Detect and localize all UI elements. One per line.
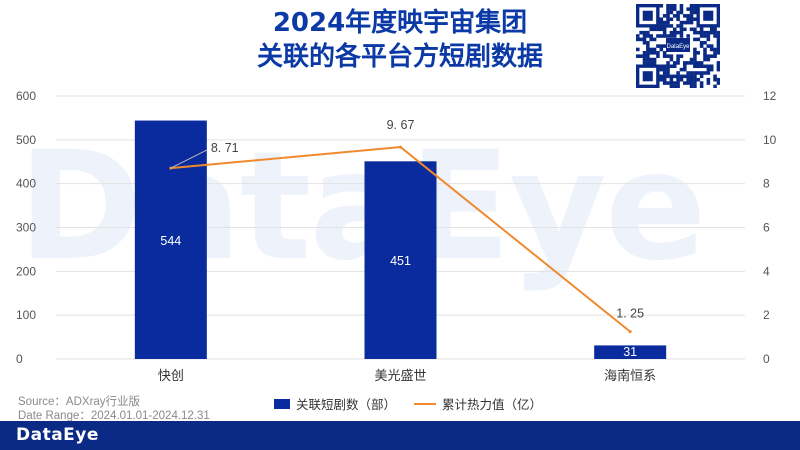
x-tick-label: 快创 bbox=[158, 368, 184, 383]
y-left-tick-label: 400 bbox=[16, 177, 36, 191]
legend-bar-label: 关联短剧数（部） bbox=[296, 398, 397, 412]
source-line: Source：ADXray行业版 bbox=[18, 396, 141, 408]
legend-bar-swatch bbox=[274, 398, 290, 409]
y-left-tick-label: 500 bbox=[16, 133, 36, 147]
y-right-tick-label: 12 bbox=[763, 89, 777, 103]
bar-value-label: 31 bbox=[623, 345, 637, 359]
y-left-tick-label: 200 bbox=[16, 264, 36, 278]
label-leader-line bbox=[170, 149, 208, 169]
y-right-tick-label: 10 bbox=[763, 133, 777, 147]
line-point bbox=[628, 330, 632, 334]
footer-bar: DataEye bbox=[0, 421, 800, 450]
bar bbox=[134, 120, 207, 360]
legend-line-swatch bbox=[414, 402, 437, 405]
y-left-tick-label: 0 bbox=[16, 352, 23, 366]
legend-line-label: 累计热力值（亿） bbox=[442, 398, 543, 412]
qr-logo-text: DataEye bbox=[666, 44, 690, 50]
chart-title-line1: 2024年度映宇宙集团 bbox=[272, 8, 528, 38]
y-left-tick-label: 300 bbox=[16, 221, 36, 235]
chart-legend: 关联短剧数（部） 累计热力值（亿） bbox=[274, 394, 542, 413]
y-left-tick-label: 600 bbox=[16, 89, 36, 103]
line-value-label: 8. 71 bbox=[211, 141, 239, 155]
x-tick-label: 美光盛世 bbox=[374, 368, 426, 383]
y-right-tick-label: 8 bbox=[763, 177, 770, 191]
bar-value-label: 451 bbox=[390, 254, 411, 268]
footer-logo: DataEye bbox=[16, 425, 99, 445]
line-value-label: 9. 67 bbox=[387, 118, 415, 132]
date-range-line: Date Range：2024.01.01-2024.12.31 bbox=[18, 410, 210, 422]
line-point bbox=[399, 145, 402, 149]
bar bbox=[594, 345, 667, 359]
chart-title-line2: 关联的各平台方短剧数据 bbox=[256, 42, 543, 72]
y-left-tick-label: 100 bbox=[16, 308, 36, 322]
x-tick-label: 海南恒系 bbox=[604, 368, 656, 383]
qr-code-icon: DataEye bbox=[636, 4, 720, 88]
y-right-tick-label: 4 bbox=[763, 264, 770, 278]
bar-value-label: 544 bbox=[160, 234, 181, 248]
y-right-tick-label: 6 bbox=[763, 221, 770, 235]
y-right-tick-label: 0 bbox=[763, 352, 770, 366]
watermark: DataEye bbox=[18, 120, 707, 294]
bar bbox=[364, 161, 437, 359]
line-value-label: 1. 25 bbox=[616, 307, 644, 321]
y-right-tick-label: 2 bbox=[763, 308, 770, 322]
